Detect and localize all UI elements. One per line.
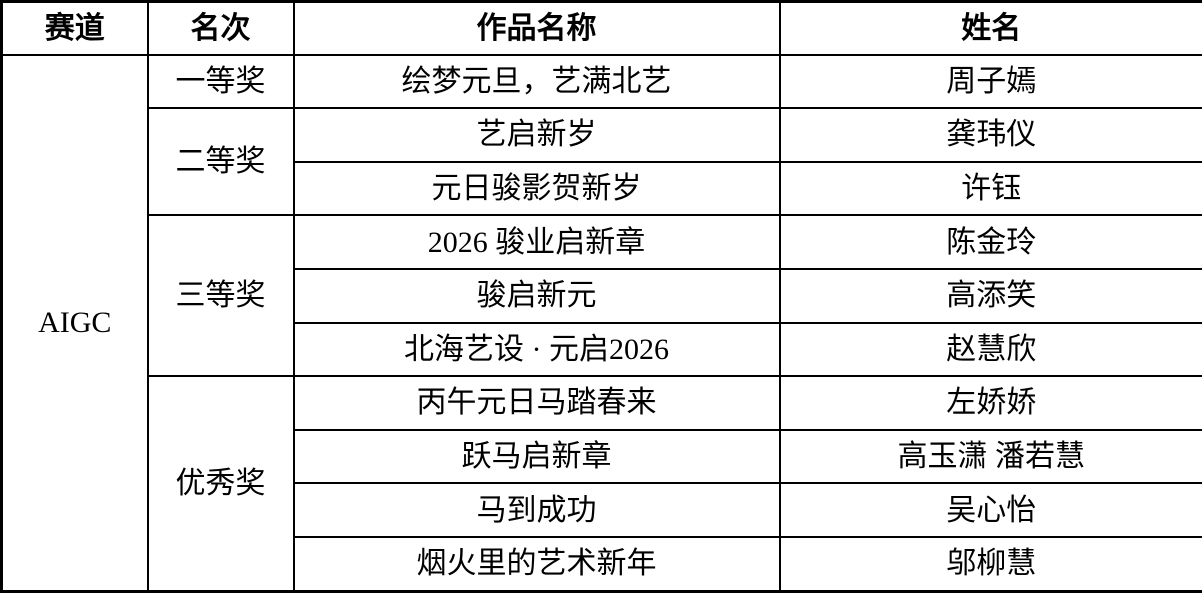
work-cell: 跃马启新章 (292, 428, 781, 485)
col-header-work: 作品名称 (292, 0, 781, 56)
name-cell: 左娇娇 (778, 375, 1202, 431)
name-cell: 吴心怡 (778, 482, 1202, 538)
work-cell: 2026 骏业启新章 (292, 214, 781, 270)
rank-cell-first-prize: 一等奖 (146, 53, 295, 110)
table-row: 二等奖 艺启新岁 龚玮仪 (2, 107, 1202, 217)
header-row: 赛道 名次 作品名称 姓名 (0, 0, 1202, 56)
col-header-name: 姓名 (778, 0, 1202, 56)
name-cell: 高玉潇 潘若慧 (778, 428, 1202, 485)
work-cell: 元日骏影贺新岁 (292, 160, 781, 217)
table-row: 烟火里的艺术新年 邬柳慧 (2, 535, 1202, 593)
table-row: 优秀奖 丙午元日马踏春来 左娇娇 (2, 375, 1202, 593)
col-header-track: 赛道 (0, 0, 149, 56)
name-cell: 许钰 (778, 160, 1202, 217)
table-row: 元日骏影贺新岁 许钰 (2, 160, 1202, 217)
work-cell: 马到成功 (292, 482, 781, 538)
name-cell: 周子嫣 (778, 53, 1202, 110)
table-row: 跃马启新章 高玉潇 潘若慧 (2, 428, 1202, 485)
name-cell: 陈金玲 (778, 214, 1202, 270)
track-cell: AIGC (0, 53, 149, 593)
work-cell: 烟火里的艺术新年 (292, 535, 781, 593)
table-row: 马到成功 吴心怡 (2, 482, 1202, 538)
work-cell: 艺启新岁 (292, 107, 781, 163)
work-cell: 绘梦元旦，艺满北艺 (292, 53, 781, 110)
table-row: 北海艺设 · 元启2026 赵慧欣 (2, 321, 1202, 378)
work-cell: 丙午元日马踏春来 (292, 375, 781, 431)
name-cell: 龚玮仪 (778, 107, 1202, 163)
rank-cell-third-prize: 三等奖 (146, 214, 295, 378)
col-header-rank: 名次 (146, 0, 295, 56)
name-cell: 赵慧欣 (778, 321, 1202, 378)
name-cell: 邬柳慧 (778, 535, 1202, 593)
rank-cell-excellence-prize: 优秀奖 (146, 375, 295, 593)
name-cell: 高添笑 (778, 267, 1202, 324)
work-cell: 骏启新元 (292, 267, 781, 324)
table-row: AIGC 一等奖 绘梦元旦，艺满北艺 周子嫣 (0, 53, 1202, 593)
rank-cell-second-prize: 二等奖 (146, 107, 295, 217)
table-row: 骏启新元 高添笑 (2, 267, 1202, 324)
work-cell: 北海艺设 · 元启2026 (292, 321, 781, 378)
table-row: 三等奖 2026 骏业启新章 陈金玲 (2, 214, 1202, 378)
